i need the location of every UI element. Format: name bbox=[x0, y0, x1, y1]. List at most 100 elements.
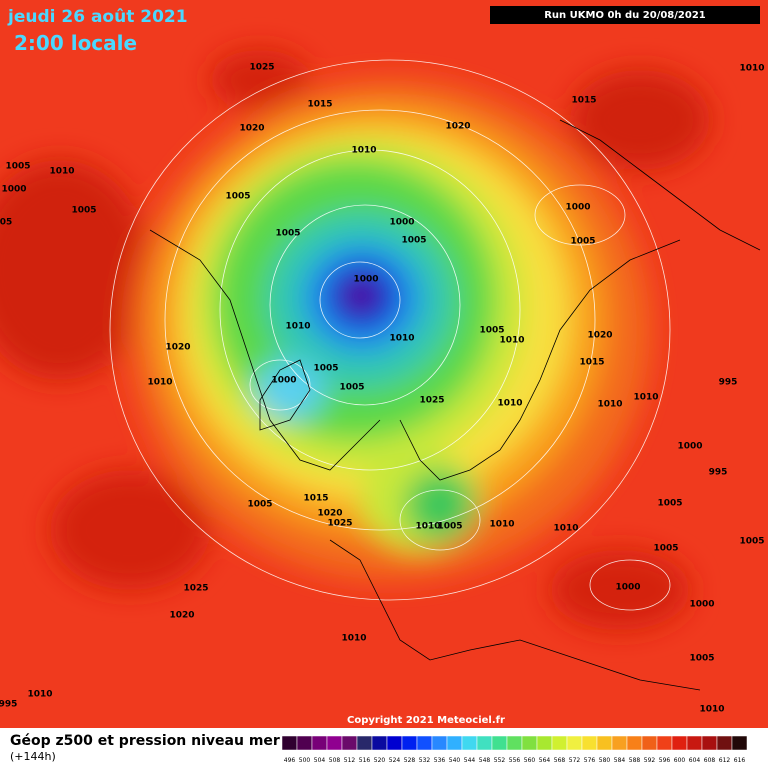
colorbar-swatch bbox=[401, 735, 418, 751]
colorbar-swatch bbox=[566, 735, 583, 751]
pressure-label: 1020 bbox=[587, 331, 612, 341]
colorbar-label: 512 bbox=[344, 757, 356, 764]
colorbar-label: 612 bbox=[719, 757, 731, 764]
colorbar-swatch bbox=[446, 735, 463, 751]
colorbar-swatch bbox=[701, 735, 718, 751]
colorbar-swatch bbox=[506, 735, 523, 751]
pressure-label: 1020 bbox=[169, 611, 194, 621]
colorbar-swatch bbox=[491, 735, 508, 751]
pressure-label: 1005 bbox=[570, 237, 595, 247]
colorbar-label: 604 bbox=[689, 757, 701, 764]
pressure-label: 1000 bbox=[565, 203, 590, 213]
colorbar-swatch bbox=[341, 735, 358, 751]
colorbar-label: 576 bbox=[584, 757, 596, 764]
colorbar-label: 596 bbox=[659, 757, 671, 764]
pressure-label: 1010 bbox=[597, 400, 622, 410]
pressure-label: 1010 bbox=[389, 334, 414, 344]
pressure-label: 1010 bbox=[147, 378, 172, 388]
colorbar-label: 504 bbox=[314, 757, 326, 764]
pressure-label: 1010 bbox=[499, 336, 524, 346]
pressure-label: 1005 bbox=[71, 206, 96, 216]
pressure-label: 1020 bbox=[445, 122, 470, 132]
pressure-label: 1010 bbox=[27, 690, 52, 700]
pressure-label: 1000 bbox=[1, 185, 26, 195]
colorbar-label: 540 bbox=[449, 757, 461, 764]
pressure-label: 1005 bbox=[479, 326, 504, 336]
pressure-label: 1010 bbox=[553, 524, 578, 534]
pressure-label: 1025 bbox=[419, 396, 444, 406]
pressure-label: 1020 bbox=[239, 124, 264, 134]
colorbar-label: 532 bbox=[419, 757, 431, 764]
footer-subtitle: (+144h) bbox=[10, 750, 56, 763]
pressure-label: 1010 bbox=[415, 522, 440, 532]
pressure-label: 05 bbox=[0, 218, 12, 228]
pressure-label: 1025 bbox=[327, 519, 352, 529]
pressure-label: 1000 bbox=[677, 442, 702, 452]
pressure-label: 1015 bbox=[307, 100, 332, 110]
pressure-label: 1005 bbox=[313, 364, 338, 374]
pressure-label: 1010 bbox=[49, 167, 74, 177]
pressure-label: 1000 bbox=[389, 218, 414, 228]
colorbar-swatch bbox=[461, 735, 478, 751]
pressure-label: 1020 bbox=[165, 343, 190, 353]
geopotential-field bbox=[0, 50, 710, 630]
date: jeudi 26 août 2021 bbox=[7, 7, 188, 27]
pressure-label: 1010 bbox=[739, 64, 764, 74]
colorbar-swatch bbox=[671, 735, 688, 751]
pressure-label: 1010 bbox=[489, 520, 514, 530]
colorbar-label: 520 bbox=[374, 757, 386, 764]
isobars bbox=[109, 59, 671, 611]
colorbar-swatch bbox=[356, 735, 373, 751]
colorbar-swatch bbox=[311, 735, 328, 751]
colorbar-label: 496 bbox=[284, 757, 296, 764]
colorbar-label: 508 bbox=[329, 757, 341, 764]
colorbar-label: 608 bbox=[704, 757, 716, 764]
pressure-label: 1005 bbox=[275, 229, 300, 239]
colorbar-swatch bbox=[596, 735, 613, 751]
colorbar-swatch bbox=[611, 735, 628, 751]
pressure-label: 1010 bbox=[699, 705, 724, 715]
pressure-label: 1005 bbox=[5, 162, 30, 172]
pressure-label: 1005 bbox=[401, 236, 426, 246]
pressure-label: 1010 bbox=[497, 399, 522, 409]
colorbar-label: 524 bbox=[389, 757, 401, 764]
colorbar-swatch bbox=[296, 735, 313, 751]
pressure-label: 1005 bbox=[225, 192, 250, 202]
colorbar-swatch bbox=[386, 735, 403, 751]
pressure-label: 1005 bbox=[689, 654, 714, 664]
colorbar-label: 588 bbox=[629, 757, 641, 764]
colorbar-swatch bbox=[626, 735, 643, 751]
pressure-label: 1010 bbox=[351, 146, 376, 156]
colorbar-label: 528 bbox=[404, 757, 416, 764]
pressure-label: 1015 bbox=[303, 494, 328, 504]
pressure-label: 995 bbox=[709, 468, 728, 478]
colorbar-swatch bbox=[686, 735, 703, 751]
colorbar-swatch bbox=[281, 735, 298, 751]
colorbar-swatch bbox=[641, 735, 658, 751]
run-label: Run UKMO 0h du 20/08/2021 bbox=[544, 10, 706, 21]
colorbar-label: 536 bbox=[434, 757, 446, 764]
pressure-label: 1005 bbox=[437, 522, 462, 532]
colorbar-label: 580 bbox=[599, 757, 611, 764]
colorbar-label: 592 bbox=[644, 757, 656, 764]
pressure-label: 1000 bbox=[271, 376, 296, 386]
pressure-label: 1005 bbox=[657, 499, 682, 509]
colorbar-swatch bbox=[536, 735, 553, 751]
pressure-label: 1025 bbox=[249, 63, 274, 73]
pressure-label: 995 bbox=[719, 378, 738, 388]
run-box bbox=[490, 6, 760, 24]
coastlines bbox=[149, 119, 761, 691]
colorbar-label: 516 bbox=[359, 757, 371, 764]
pressure-label: 1005 bbox=[739, 537, 764, 547]
colorbar-label: 600 bbox=[674, 757, 686, 764]
colorbar-swatch bbox=[551, 735, 568, 751]
colorbar-swatch bbox=[656, 735, 673, 751]
pressure-label: 1000 bbox=[615, 583, 640, 593]
colorbar-label: 552 bbox=[494, 757, 506, 764]
copyright: Copyright 2021 Meteociel.fr bbox=[347, 715, 505, 726]
colorbar-swatch bbox=[581, 735, 598, 751]
pressure-label: 1010 bbox=[633, 393, 658, 403]
